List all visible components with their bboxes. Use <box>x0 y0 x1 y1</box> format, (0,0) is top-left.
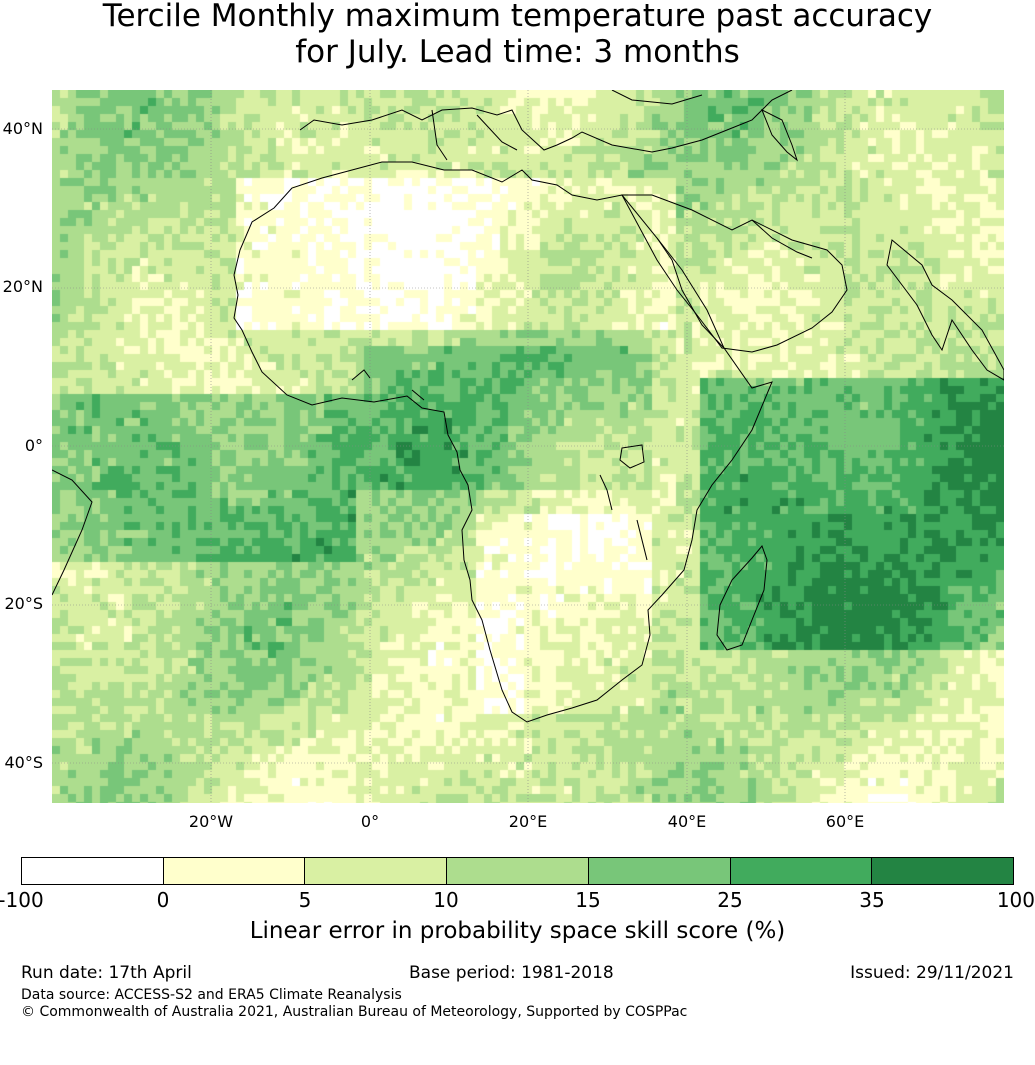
colorbar-segment-4 <box>447 858 589 884</box>
lon-label-0: 0° <box>360 812 380 831</box>
lon-label-20e: 20°E <box>508 812 548 831</box>
lat-label-40s: 40°S <box>4 753 43 772</box>
lat-label-20s: 20°S <box>4 594 43 613</box>
colorbar-segment-3 <box>305 858 448 884</box>
colorbar-segment-6 <box>730 858 873 884</box>
colorbar-tick-label: 100 <box>996 888 1035 912</box>
lat-label-0: 0° <box>24 436 43 455</box>
issued-date: Issued: 29/11/2021 <box>850 963 1014 983</box>
coastlines <box>52 90 1004 723</box>
skill-score-map <box>52 90 1004 803</box>
colorbar-label: Linear error in probability space skill … <box>249 918 786 944</box>
colorbar-tick-label: 35 <box>859 888 885 912</box>
data-source: Data source: ACCESS-S2 and ERA5 Climate … <box>21 987 402 1003</box>
colorbar <box>21 857 1014 885</box>
map-title-line2: for July. Lead time: 3 months <box>295 34 740 70</box>
colorbar-segment-7 <box>872 858 1014 884</box>
colorbar-tick-label: 5 <box>298 888 312 912</box>
run-date: Run date: 17th April <box>21 963 192 983</box>
base-period: Base period: 1981-2018 <box>409 963 614 983</box>
graticule <box>52 90 1004 803</box>
copyright: © Commonwealth of Australia 2021, Austra… <box>21 1004 688 1020</box>
colorbar-segment-2 <box>163 858 306 884</box>
colorbar-tick-label: 10 <box>433 888 459 912</box>
lat-label-20n: 20°N <box>2 277 43 296</box>
lat-label-40n: 40°N <box>2 119 43 138</box>
colorbar-segment-1 <box>22 858 164 884</box>
lon-label-60e: 60°E <box>825 812 865 831</box>
map-overlay <box>52 90 1004 803</box>
colorbar-tick-label: 25 <box>717 888 743 912</box>
lon-label-40e: 40°E <box>667 812 707 831</box>
map-title-line1: Tercile Monthly maximum temperature past… <box>102 0 933 34</box>
colorbar-tick-label: 0 <box>156 888 170 912</box>
lon-label-20w: 20°W <box>188 812 234 831</box>
colorbar-segment-5 <box>588 858 731 884</box>
colorbar-tick-label: 15 <box>575 888 601 912</box>
colorbar-tick-label: -100 <box>0 888 44 912</box>
